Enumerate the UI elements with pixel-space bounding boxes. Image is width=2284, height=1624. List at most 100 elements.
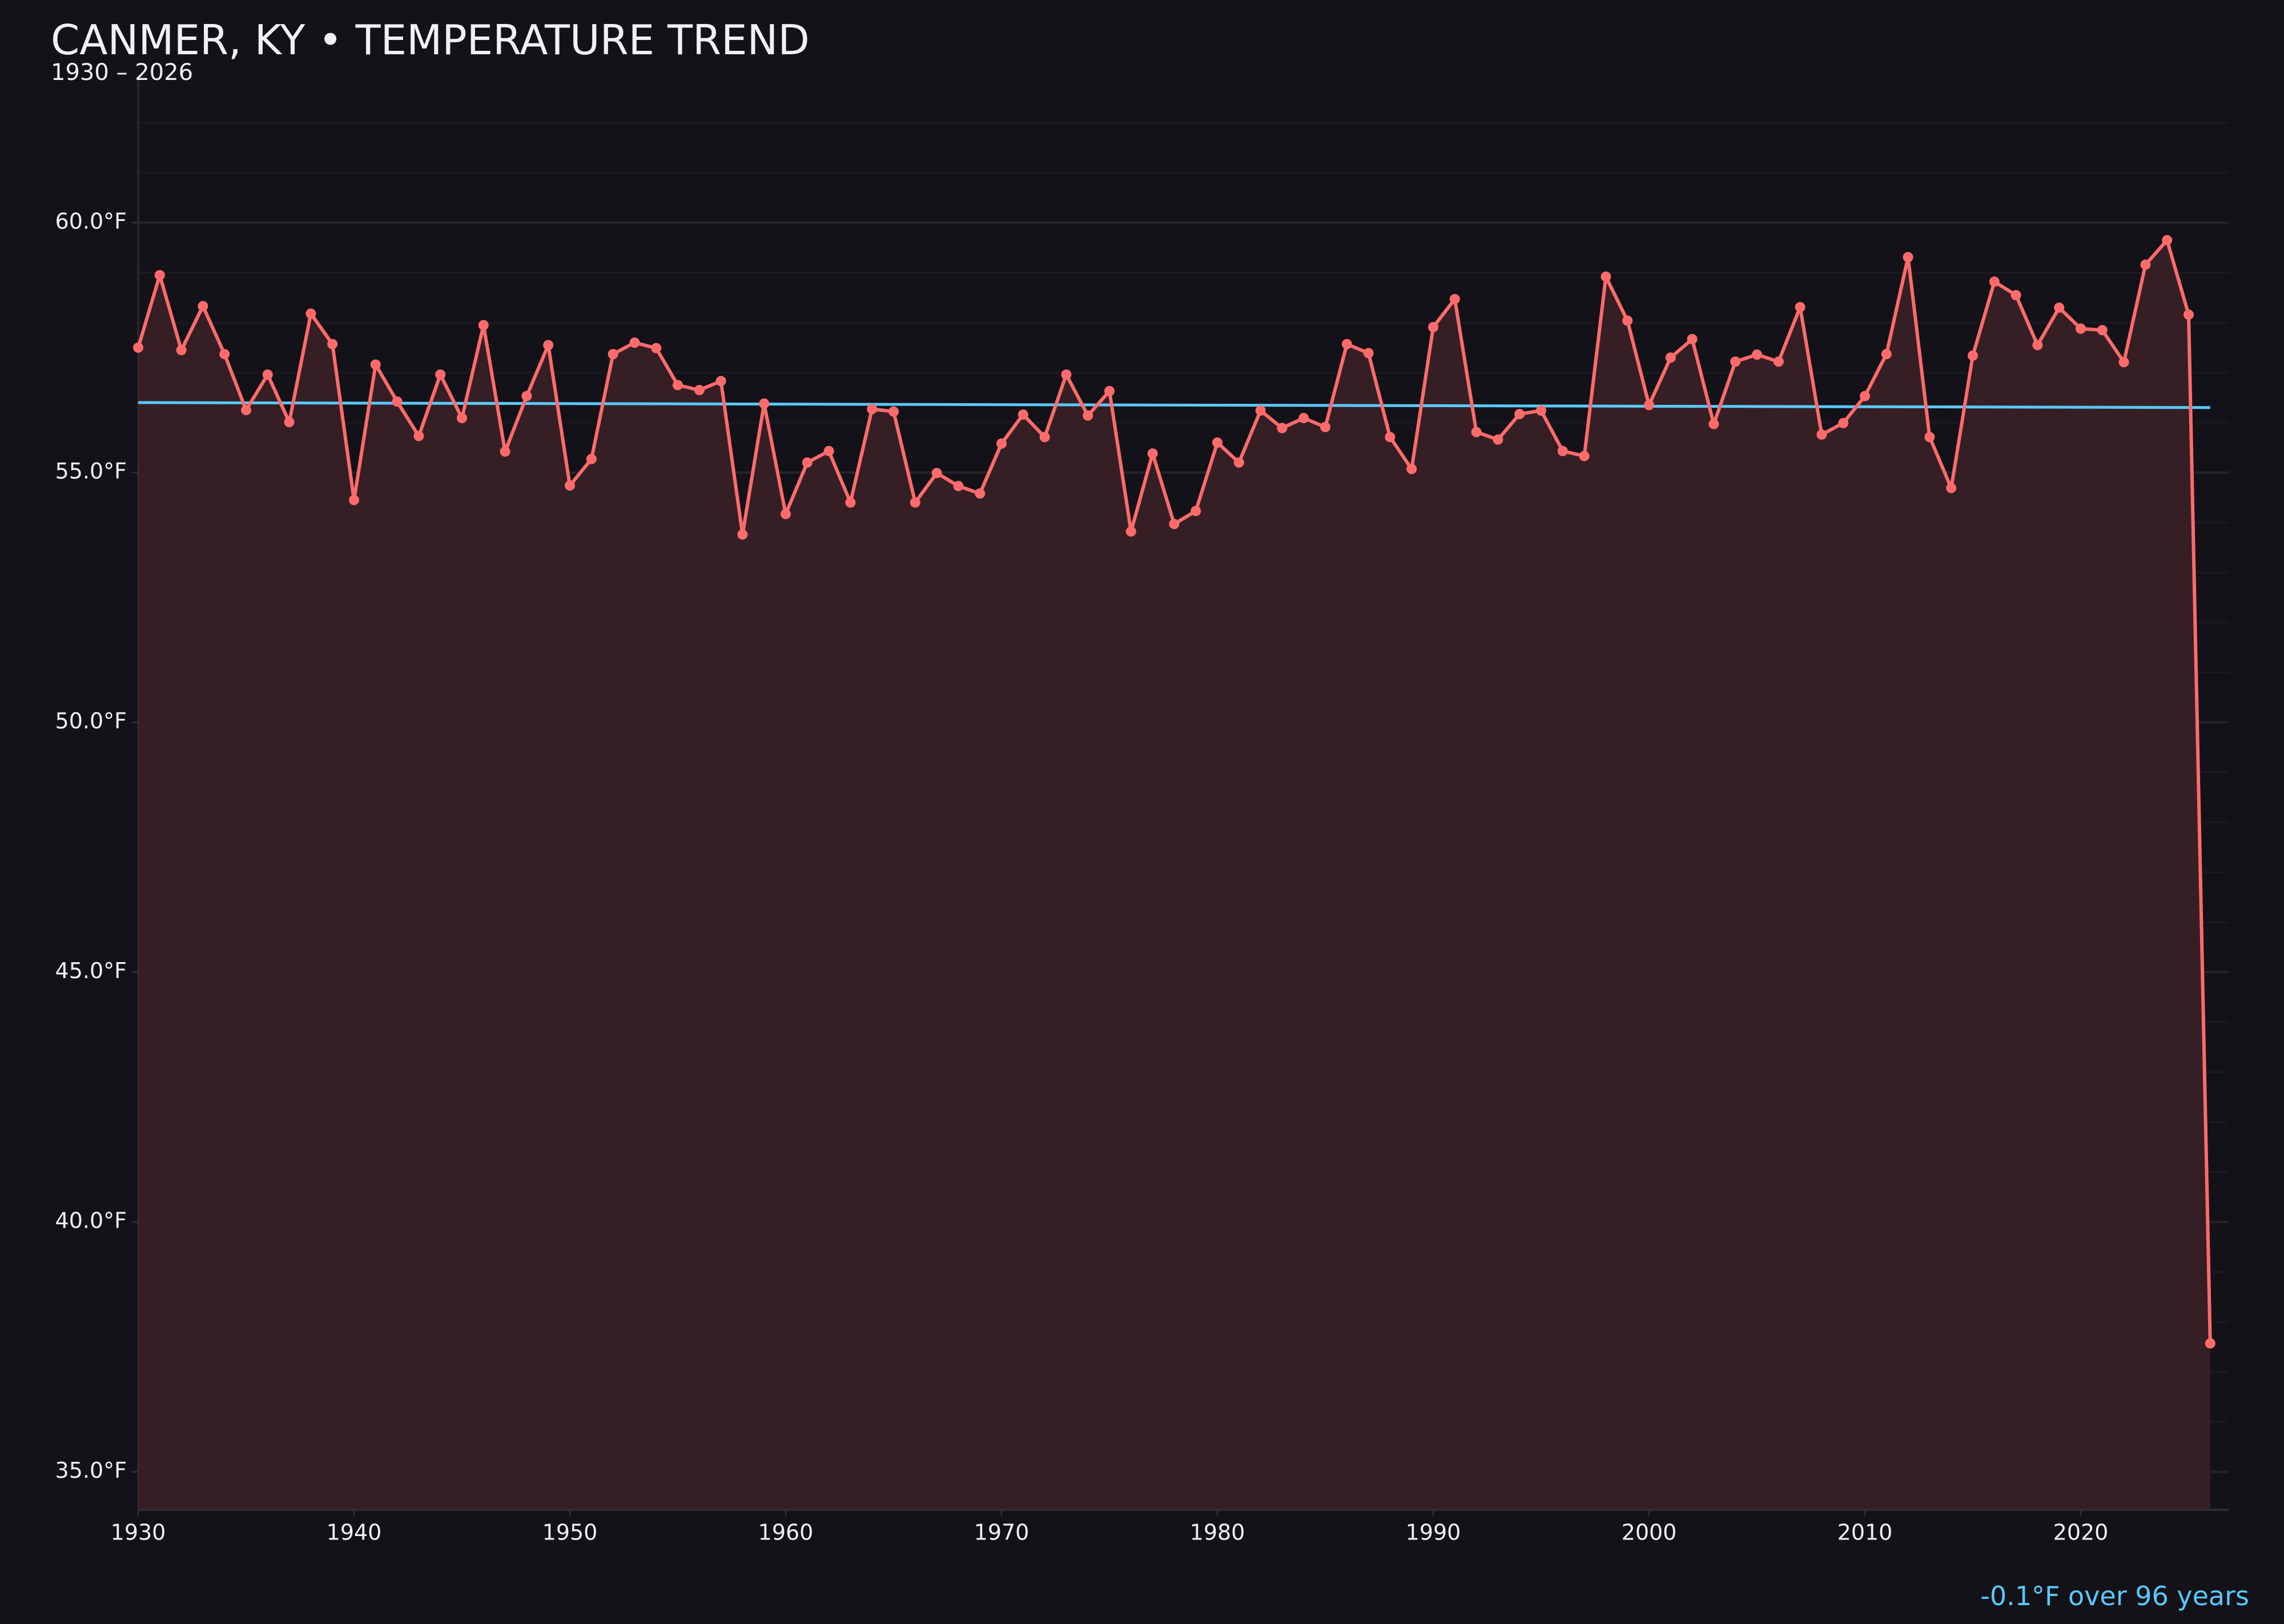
data-point	[2162, 235, 2173, 246]
data-point	[1968, 350, 1978, 361]
data-point	[629, 337, 640, 348]
x-tick-label: 1930	[111, 1520, 166, 1545]
data-point	[1406, 464, 1417, 475]
data-point	[1061, 369, 1072, 380]
x-tick-label: 2020	[2053, 1520, 2109, 1545]
data-point	[305, 308, 316, 319]
data-point	[996, 438, 1007, 449]
data-point	[1773, 356, 1784, 367]
data-point	[2118, 357, 2129, 368]
data-point	[1341, 339, 1352, 349]
data-point	[1989, 276, 2000, 287]
y-tick-label: 45.0°F	[55, 958, 127, 983]
data-point	[500, 446, 510, 457]
data-point	[1191, 505, 1201, 516]
data-point	[715, 376, 726, 387]
data-point	[1816, 429, 1827, 440]
data-point	[1860, 391, 1870, 401]
data-point	[1169, 518, 1180, 529]
data-point	[1644, 400, 1654, 411]
x-axis-ticks: 1930 1940 1950 1960 1970 1980 1990 2000 2010 2020	[111, 1510, 2109, 1545]
data-point	[2205, 1338, 2215, 1349]
data-point	[1881, 349, 1892, 360]
data-point	[1471, 427, 1482, 437]
data-point	[975, 488, 986, 499]
data-point	[2097, 325, 2108, 336]
data-point	[1946, 483, 1957, 493]
data-point	[1125, 526, 1136, 537]
data-point	[370, 359, 381, 370]
data-point	[176, 345, 187, 356]
data-point	[1320, 421, 1330, 432]
data-point	[241, 405, 251, 416]
y-tick-label: 50.0°F	[55, 709, 127, 734]
data-point	[133, 342, 143, 353]
y-tick-label: 35.0°F	[55, 1458, 127, 1483]
chart-title: CANMER, KY • TEMPERATURE TREND	[51, 16, 810, 64]
data-point	[1083, 410, 1093, 421]
data-point	[1687, 333, 1698, 344]
data-point	[1277, 423, 1288, 433]
data-point	[1579, 451, 1590, 461]
data-point	[608, 349, 618, 360]
data-point	[521, 391, 532, 401]
data-point	[651, 343, 662, 353]
x-tick-label: 1980	[1190, 1520, 1245, 1545]
area-fill	[138, 240, 2210, 1510]
trend-layer	[138, 401, 2210, 409]
data-point	[910, 497, 920, 508]
data-point	[1298, 413, 1309, 424]
data-point	[586, 453, 597, 464]
data-point	[781, 509, 791, 520]
data-point	[1147, 448, 1158, 459]
x-tick-label: 2000	[1622, 1520, 1677, 1545]
data-point	[1233, 457, 1244, 468]
data-point	[737, 529, 748, 540]
data-point	[1903, 252, 1913, 263]
data-point	[1039, 432, 1050, 443]
axes	[137, 80, 2229, 1511]
data-point	[953, 481, 964, 492]
data-point	[1795, 302, 1806, 312]
data-point	[219, 349, 230, 360]
data-point	[1255, 405, 1266, 416]
data-point	[543, 340, 554, 351]
y-tick-label: 55.0°F	[55, 459, 127, 484]
data-point	[2184, 309, 2194, 320]
data-point	[1730, 356, 1741, 367]
data-point	[694, 385, 705, 396]
data-point	[1493, 434, 1503, 445]
data-point	[1363, 348, 1374, 359]
x-tick-label: 2010	[1837, 1520, 1893, 1545]
data-point	[435, 369, 446, 380]
data-point	[413, 431, 424, 441]
data-point	[1385, 432, 1396, 443]
data-point	[1018, 409, 1028, 420]
data-point	[2032, 340, 2043, 351]
data-point	[759, 398, 770, 409]
x-tick-label: 1970	[974, 1520, 1030, 1545]
data-point	[565, 480, 575, 491]
data-point	[1212, 437, 1223, 448]
data-point	[1622, 315, 1633, 326]
data-point	[478, 320, 489, 331]
data-point	[802, 457, 813, 468]
data-point	[823, 445, 834, 456]
y-tick-label: 60.0°F	[55, 209, 127, 234]
trend-line	[138, 401, 2210, 409]
data-point	[1428, 321, 1438, 332]
data-point	[2140, 259, 2151, 270]
data-point	[1514, 409, 1525, 420]
area-fill-layer	[138, 240, 2210, 1510]
data-point	[1665, 352, 1676, 363]
data-point	[392, 396, 403, 407]
data-point	[1924, 432, 1935, 443]
data-point	[284, 417, 295, 428]
data-point	[457, 413, 467, 424]
data-point	[154, 270, 165, 280]
series-layer	[133, 235, 2215, 1349]
data-point	[1838, 417, 1849, 428]
data-point	[2076, 323, 2086, 334]
data-point	[931, 468, 942, 479]
